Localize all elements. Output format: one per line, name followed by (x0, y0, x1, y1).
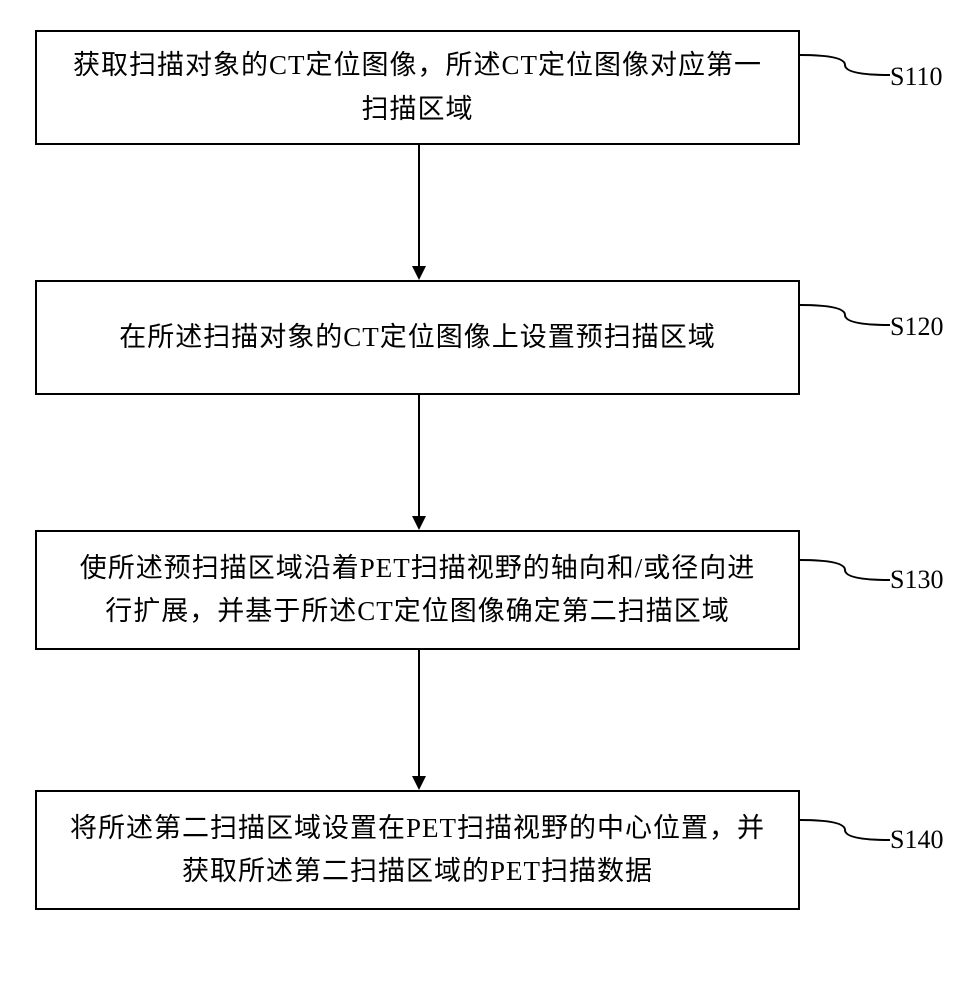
step-text-s130: 使所述预扫描区域沿着PET扫描视野的轴向和/或径向进行扩展，并基于所述CT定位图… (67, 547, 768, 633)
step-text-s110: 获取扫描对象的CT定位图像，所述CT定位图像对应第一扫描区域 (67, 44, 768, 130)
step-label-s110: S110 (890, 62, 943, 92)
brace-connector-s120 (800, 295, 890, 335)
brace-connector-s110 (800, 45, 890, 85)
step-box-s130: 使所述预扫描区域沿着PET扫描视野的轴向和/或径向进行扩展，并基于所述CT定位图… (35, 530, 800, 650)
brace-connector-s130 (800, 550, 890, 590)
step-text-s140: 将所述第二扫描区域设置在PET扫描视野的中心位置，并获取所述第二扫描区域的PET… (67, 807, 768, 893)
step-label-s130: S130 (890, 565, 943, 595)
arrow-head-1 (412, 266, 426, 280)
arrow-line-3 (418, 650, 420, 776)
arrow-line-2 (418, 395, 420, 516)
step-label-s140: S140 (890, 825, 943, 855)
brace-connector-s140 (800, 810, 890, 850)
step-box-s110: 获取扫描对象的CT定位图像，所述CT定位图像对应第一扫描区域 (35, 30, 800, 145)
arrow-head-2 (412, 516, 426, 530)
step-box-s140: 将所述第二扫描区域设置在PET扫描视野的中心位置，并获取所述第二扫描区域的PET… (35, 790, 800, 910)
step-text-s120: 在所述扫描对象的CT定位图像上设置预扫描区域 (119, 316, 716, 359)
arrow-line-1 (418, 145, 420, 266)
step-label-s120: S120 (890, 312, 943, 342)
arrow-head-3 (412, 776, 426, 790)
step-box-s120: 在所述扫描对象的CT定位图像上设置预扫描区域 (35, 280, 800, 395)
